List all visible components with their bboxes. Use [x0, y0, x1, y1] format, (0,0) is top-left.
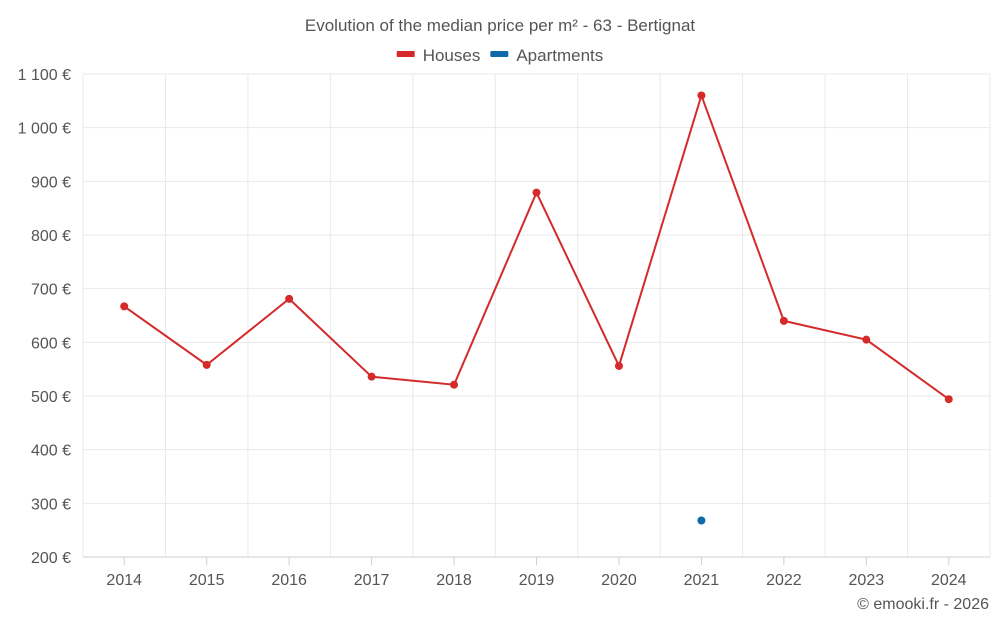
x-tick-label: 2024 — [931, 572, 967, 589]
legend-item-houses[interactable]: Houses — [396, 46, 481, 65]
x-tick-label: 2021 — [684, 572, 720, 589]
y-tick-label: 300 € — [31, 496, 71, 513]
houses-point[interactable] — [862, 335, 871, 344]
houses-point[interactable] — [944, 395, 953, 404]
houses-point[interactable] — [697, 91, 706, 100]
houses-point[interactable] — [614, 361, 623, 370]
legend-swatch — [490, 51, 509, 57]
x-tick-label: 2015 — [189, 572, 225, 589]
y-tick-label: 600 € — [31, 335, 71, 352]
houses-point[interactable] — [367, 372, 376, 381]
x-tick-label: 2020 — [601, 572, 637, 589]
legend-item-apartments[interactable]: Apartments — [490, 46, 603, 65]
houses-point[interactable] — [202, 360, 211, 369]
y-tick-label: 1 000 € — [18, 121, 71, 138]
legend: Houses Apartments — [396, 46, 603, 65]
apartments-point[interactable] — [697, 516, 706, 525]
y-tick-label: 700 € — [31, 282, 71, 299]
x-tick-label: 2014 — [106, 572, 142, 589]
x-tick-label: 2022 — [766, 572, 802, 589]
grid — [82, 73, 991, 558]
y-axis: 200 € 300 € 400 € 500 € 600 € 700 € 800 € 900 €… — [18, 67, 71, 567]
y-tick-label: 400 € — [31, 443, 71, 460]
houses-point[interactable] — [120, 302, 129, 311]
x-tick-label: 2018 — [436, 572, 472, 589]
y-tick-label: 800 € — [31, 228, 71, 245]
x-tick-label: 2023 — [849, 572, 885, 589]
houses-point[interactable] — [450, 380, 459, 389]
credit-text: © emooki.fr - 2026 — [857, 596, 989, 613]
y-tick-label: 500 € — [31, 389, 71, 406]
chart-title: Evolution of the median price per m² - 6… — [305, 16, 696, 35]
x-axis: 2014 2015 2016 2017 2018 2019 2020 2021 2022 2023… — [106, 557, 967, 589]
houses-point[interactable] — [779, 316, 788, 325]
x-tick-label: 2017 — [354, 572, 390, 589]
series-group — [120, 91, 953, 525]
legend-swatch — [396, 51, 415, 57]
houses-point[interactable] — [285, 294, 294, 303]
houses-point[interactable] — [532, 188, 541, 197]
legend-label: Houses — [423, 46, 481, 65]
y-tick-label: 1 100 € — [18, 67, 71, 84]
x-tick-label: 2016 — [271, 572, 307, 589]
x-tick-label: 2019 — [519, 572, 555, 589]
y-tick-label: 900 € — [31, 174, 71, 191]
legend-label: Apartments — [516, 46, 603, 65]
y-tick-label: 200 € — [31, 550, 71, 567]
